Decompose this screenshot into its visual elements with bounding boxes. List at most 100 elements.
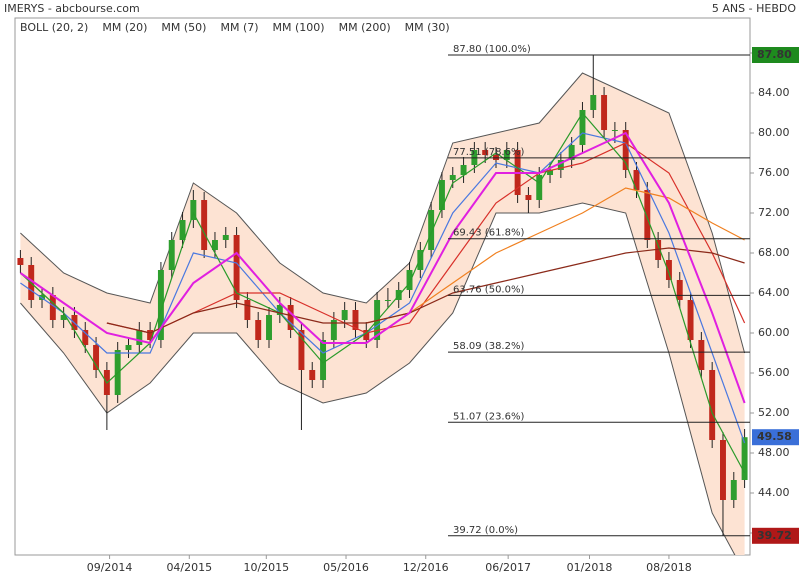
y-tick-label: 48.00: [758, 446, 790, 459]
candle-body: [211, 240, 218, 250]
candle-body: [363, 330, 370, 340]
x-tick-label: 05/2016: [323, 561, 369, 574]
chart-title: IMERYS - abcbourse.com: [4, 2, 140, 15]
overlay: 87.80 (100.0%) 77.51 (78.6%) 69.43 (61.8%)…: [448, 44, 750, 537]
price-badge-label: 39.72: [757, 529, 792, 542]
candle-body: [190, 200, 197, 220]
candle-body: [503, 150, 510, 160]
candle-body: [255, 320, 262, 340]
legend-entry: MM (7): [220, 21, 258, 34]
x-tick-label: 08/2018: [646, 561, 692, 574]
ma-line: [106, 247, 745, 334]
candle-body: [276, 305, 283, 315]
candle-body: [428, 210, 435, 250]
y-tick-label: 84.00: [758, 86, 790, 99]
candle-body: [320, 340, 327, 380]
candle-body: [622, 130, 629, 170]
candle-body: [557, 160, 564, 170]
ma-line: [366, 187, 745, 324]
x-tick-label: 01/2018: [567, 561, 613, 574]
candle-body: [201, 200, 208, 250]
plot-area: [17, 55, 748, 555]
candle-body: [665, 260, 672, 280]
fib-label: 77.51 (78.6%): [453, 147, 524, 158]
candle-body: [709, 370, 716, 440]
price-badge-label: 87.80: [757, 48, 792, 61]
y-tick-label: 52.00: [758, 406, 790, 419]
x-tick-label: 09/2014: [87, 561, 133, 574]
price-badge: [752, 47, 799, 63]
candle-body: [136, 330, 143, 345]
candle-body: [352, 310, 359, 330]
candle-body: [147, 330, 154, 340]
candle-body: [222, 235, 229, 240]
candle-body: [125, 345, 132, 350]
legend-entry: MM (20): [102, 21, 147, 34]
ma-line: [19, 131, 746, 404]
legend-entry: MM (30): [405, 21, 450, 34]
chart-subtitle: 5 ANS - HEBDO: [712, 2, 796, 15]
candle-body: [720, 440, 726, 500]
fib-label: 69.43 (61.8%): [453, 228, 524, 239]
candle-body: [233, 235, 240, 300]
candle-body: [406, 270, 413, 290]
legend-entry: MM (50): [161, 21, 206, 34]
legend-entry: MM (200): [339, 21, 391, 34]
candle-body: [266, 315, 272, 340]
candle-body: [298, 330, 305, 370]
candle-body: [417, 250, 424, 270]
candle-body: [330, 320, 337, 340]
candle-body: [309, 370, 316, 380]
candle-body: [17, 258, 24, 265]
y-tick-label: 76.00: [758, 166, 790, 179]
candle-body: [49, 295, 56, 320]
fib-label: 39.72 (0.0%): [453, 525, 518, 536]
y-tick-label: 72.00: [758, 206, 790, 219]
candle-body: [655, 240, 662, 260]
y-tick-label: 80.00: [758, 126, 790, 139]
candle-body: [644, 190, 651, 240]
legend-entry: MM (100): [273, 21, 325, 34]
legend-entry: BOLL (20, 2): [20, 21, 88, 34]
y-tick-label: 56.00: [758, 366, 790, 379]
fib-label: 63.76 (50.0%): [453, 284, 524, 295]
candle-body: [633, 170, 640, 190]
y-tick-label: 44.00: [758, 486, 790, 499]
candle-body: [687, 300, 694, 340]
candle-body: [93, 345, 100, 370]
candle-body: [601, 95, 608, 130]
bollinger-lower: [20, 202, 736, 555]
candle-body: [741, 437, 748, 480]
candle-body: [341, 310, 348, 320]
candle-body: [579, 110, 586, 145]
candle-body: [536, 175, 543, 200]
ma-line: [19, 111, 746, 474]
candle-body: [82, 330, 89, 345]
price-badge-label: 49.58: [757, 430, 792, 443]
y-tick-label: 64.00: [758, 286, 790, 299]
candle-body: [590, 95, 597, 110]
price-badge: [752, 429, 799, 446]
candle-body: [244, 300, 251, 320]
y-tick-label: 68.00: [758, 246, 790, 259]
x-tick-label: 12/2016: [403, 561, 449, 574]
candle-body: [568, 145, 575, 160]
x-tick-label: 10/2015: [243, 561, 289, 574]
candle-body: [730, 480, 737, 500]
candle-body: [287, 305, 294, 330]
candle-body: [60, 315, 67, 320]
x-tick-label: 04/2015: [166, 561, 212, 574]
fib-label: 87.80 (100.0%): [453, 44, 531, 55]
fib-label: 58.09 (38.2%): [453, 341, 524, 352]
candle-body: [525, 195, 532, 200]
candle-body: [179, 220, 186, 240]
plot-frame: [14, 17, 751, 556]
candle-body: [157, 270, 164, 340]
candle-body: [676, 280, 683, 300]
bollinger-upper: [20, 72, 746, 354]
candle-body: [611, 130, 618, 131]
candle-body: [438, 180, 445, 210]
y-tick-label: 60.00: [758, 326, 790, 339]
candle-body: [449, 175, 456, 180]
